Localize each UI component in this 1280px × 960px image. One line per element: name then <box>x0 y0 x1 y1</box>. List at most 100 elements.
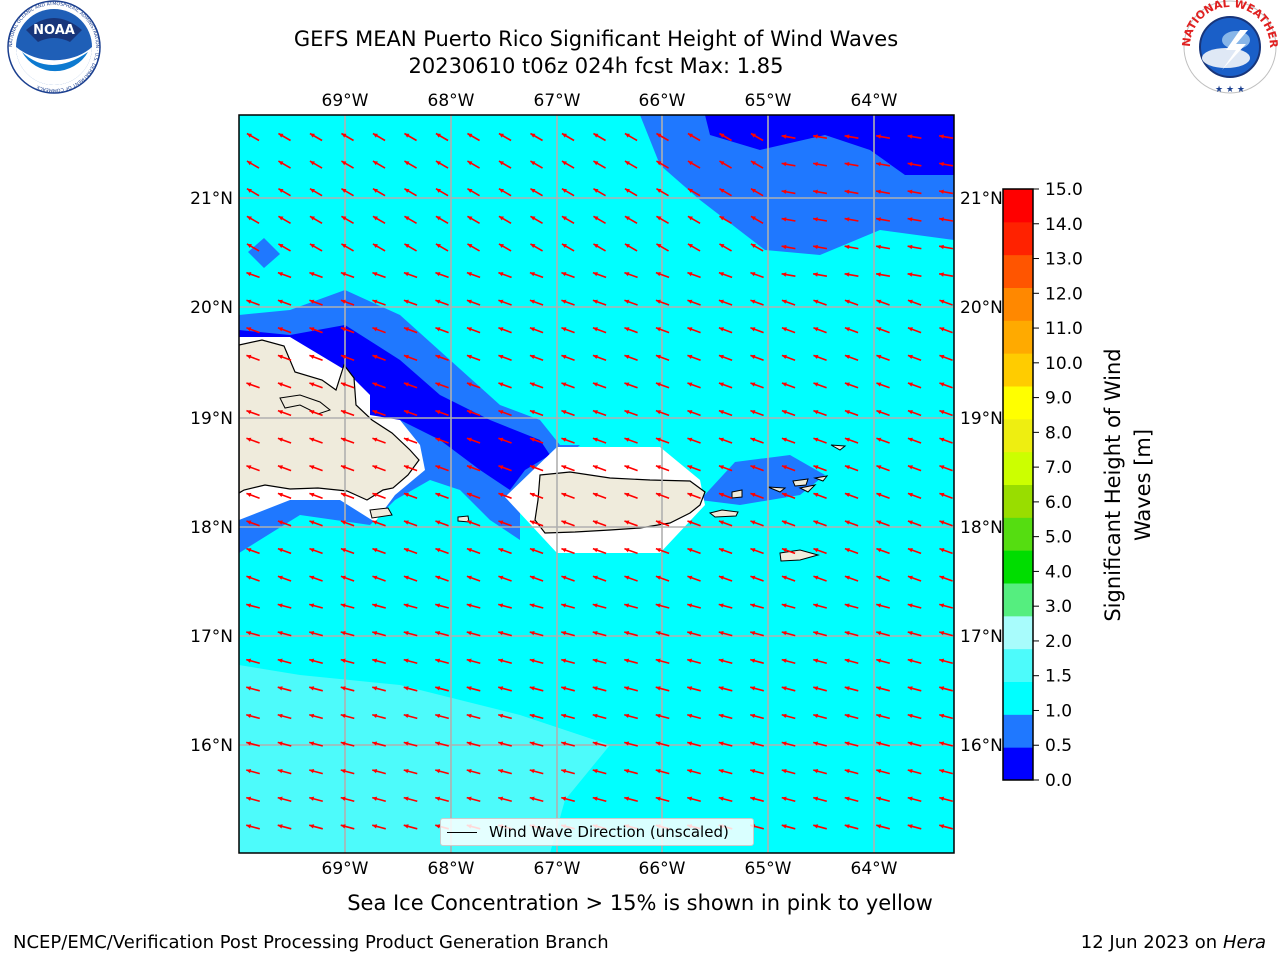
wave-arrow-head <box>718 354 724 359</box>
colorbar-tick-label: 3.0 <box>1045 597 1072 617</box>
wave-arrow-head <box>813 354 819 359</box>
colorbar-tick-label: 14.0 <box>1045 215 1083 235</box>
wave-arrow-head <box>435 188 441 193</box>
wave-arrow-head <box>340 824 346 829</box>
wave-arrow-head <box>781 603 787 608</box>
wave-arrow-head <box>246 492 252 497</box>
wave-arrow-head <box>907 410 913 415</box>
wave-arrow-head <box>624 161 630 166</box>
wave-arrow-head <box>624 520 630 525</box>
colorbar-tick-label: 9.0 <box>1045 389 1072 409</box>
wave-arrow-head <box>624 133 630 138</box>
wave-arrow-head <box>939 741 945 746</box>
wave-arrow-head <box>466 575 472 580</box>
wave-arrow-head <box>246 548 252 553</box>
wave-arrow-head <box>246 188 252 193</box>
wave-arrow-head <box>876 713 882 719</box>
wave-arrow-head <box>372 548 378 553</box>
colorbar-segment <box>1003 714 1033 748</box>
wave-arrow-head <box>718 796 724 801</box>
wave-arrow-head <box>939 603 945 608</box>
wave-arrow-head <box>656 188 662 193</box>
wave-arrow-head <box>466 437 472 442</box>
wave-arrow-head <box>340 410 346 415</box>
wave-arrow-head <box>844 299 850 304</box>
wave-arrow-head <box>907 575 913 580</box>
wave-arrow-head <box>277 299 283 304</box>
wave-arrow-head <box>907 354 913 359</box>
wave-arrow-head <box>718 437 724 442</box>
wave-arrow-head <box>656 161 662 166</box>
wave-arrow-head <box>561 548 567 553</box>
wave-arrow-head <box>530 216 536 221</box>
wave-arrow-head <box>372 741 378 746</box>
wave-arrow-head <box>813 713 819 719</box>
colorbar-segment <box>1003 615 1033 650</box>
wave-arrow-head <box>246 465 252 470</box>
wave-arrow-head <box>435 354 441 359</box>
wave-arrow-head <box>939 686 945 691</box>
colorbar-tick-label: 0.0 <box>1045 771 1072 791</box>
wave-arrow-head <box>813 189 818 194</box>
wave-arrow-head <box>655 327 661 332</box>
lon-label: 67°W <box>534 91 581 111</box>
wave-arrow-head <box>530 243 536 249</box>
wave-arrow-head <box>687 769 693 774</box>
wave-arrow-head <box>372 354 378 359</box>
wave-arrow-head <box>813 217 818 222</box>
wave-arrow-head <box>813 299 819 304</box>
wave-arrow-head <box>718 492 724 497</box>
wave-arrow-head <box>844 631 850 636</box>
wave-arrow-head <box>844 327 850 332</box>
wave-arrow-head <box>939 327 945 332</box>
wave-arrow-head <box>309 410 315 415</box>
wave-arrow-head <box>309 243 315 249</box>
wave-arrow-head <box>813 272 818 277</box>
wave-arrow-head <box>561 713 567 719</box>
wave-arrow-head <box>372 243 378 249</box>
wave-arrow-head <box>561 796 567 801</box>
wave-arrow-head <box>781 548 787 553</box>
wave-arrow-head <box>341 161 347 166</box>
wave-arrow-head <box>718 548 724 553</box>
wave-arrow-head <box>435 161 441 166</box>
wave-zone-1-5 <box>239 665 610 853</box>
wave-arrow-head <box>813 548 819 553</box>
lon-label: 69°W <box>322 91 369 111</box>
wave-arrow-head <box>403 327 409 332</box>
wave-arrow-head <box>907 796 913 801</box>
map-frame <box>238 114 955 854</box>
wave-arrow-head <box>246 631 252 636</box>
wave-arrow-head <box>593 188 599 193</box>
wave-arrow-head <box>466 631 472 636</box>
wave-arrow-head <box>529 686 535 691</box>
wave-arrow-head <box>309 603 315 608</box>
wave-arrow-head <box>655 382 661 387</box>
wave-arrow-head <box>435 382 441 387</box>
wave-arrow-head <box>655 658 661 663</box>
colorbar-segment <box>1003 550 1033 584</box>
wave-arrow-head <box>844 713 850 719</box>
wave-arrow-head <box>561 382 567 387</box>
colorbar-segment <box>1003 221 1033 256</box>
wave-arrow-head <box>939 769 945 774</box>
wave-arrow-head <box>466 686 472 691</box>
wave-arrow-head <box>309 272 315 277</box>
colorbar-segment <box>1003 254 1033 288</box>
wave-arrow-head <box>435 272 441 277</box>
wave-arrow-head <box>687 548 693 553</box>
wave-arrow-head <box>498 133 504 138</box>
wave-arrow-head <box>718 575 724 580</box>
wave-arrow-head <box>466 769 472 774</box>
wave-arrow-head <box>309 188 315 193</box>
sea-ice-note: Sea Ice Concentration > 15% is shown in … <box>347 891 933 915</box>
wave-arrow-head <box>372 686 378 691</box>
wave-arrow-head <box>592 796 598 801</box>
wave-arrow-head <box>781 354 787 359</box>
wave-arrow-head <box>498 658 504 663</box>
wave-arrow-head <box>372 713 378 719</box>
wave-arrow-head <box>939 796 945 801</box>
wave-arrow-head <box>687 327 693 332</box>
wave-arrow-head <box>372 299 378 304</box>
wave-arrow-head <box>592 492 598 497</box>
